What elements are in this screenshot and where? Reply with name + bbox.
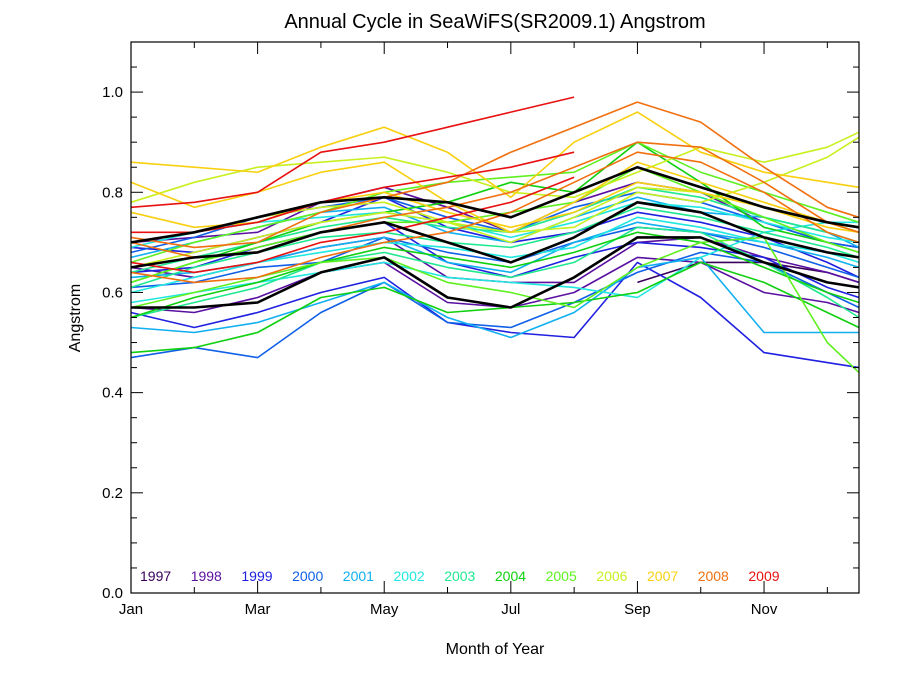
legend-entry-1999: 1999 [241, 568, 272, 584]
y-tick-label: 0.8 [102, 184, 123, 201]
legend-entry-2007: 2007 [647, 568, 678, 584]
x-tick-label: Sep [624, 601, 651, 618]
legend-entry-1997: 1997 [140, 568, 171, 584]
legend-entry-2000: 2000 [292, 568, 323, 584]
y-tick-label: 0.2 [102, 485, 123, 502]
series-line-2009-3 [130, 176, 575, 274]
legend-entry-2008: 2008 [698, 568, 729, 584]
series-line-mean-3 [131, 236, 860, 309]
x-tick-label: Jan [119, 601, 143, 618]
legend: 1997 1998 1999 2000 2001 2002 2003 2004 2005 2006… [140, 568, 780, 584]
legend-entry-2006: 2006 [596, 568, 627, 584]
x-tick-label: Nov [751, 601, 778, 618]
series-line-2008-3 [130, 151, 860, 284]
y-tick-label: 0.6 [102, 284, 123, 301]
y-tick-label: 0.0 [102, 585, 123, 602]
legend-entry-2004: 2004 [495, 568, 526, 584]
plot-frame [130, 41, 860, 594]
series-line-2009-1 [130, 96, 575, 209]
series-layer [130, 96, 860, 374]
series-line-2004-1 [130, 261, 860, 354]
legend-entry-2009: 2009 [748, 568, 779, 584]
legend-entry-2001: 2001 [343, 568, 374, 584]
x-tick-label: Mar [245, 601, 271, 618]
series-line-mean-2 [130, 201, 860, 269]
series-line-2007-1 [130, 111, 860, 199]
series-line-2008-1 [130, 101, 860, 249]
x-tick-label: May [370, 601, 399, 618]
chart-title: Annual Cycle in SeaWiFS(SR2009.1) Angstr… [284, 11, 705, 33]
series-line-2004-2 [130, 231, 860, 319]
legend-entry-2003: 2003 [444, 568, 475, 584]
y-tick-label: 1.0 [102, 84, 123, 101]
legend-entry-2005: 2005 [546, 568, 577, 584]
x-axis-label: Month of Year [446, 641, 545, 658]
series-line-1999-1 [130, 261, 860, 369]
legend-entry-2002: 2002 [394, 568, 425, 584]
axes-layer: 0.0 0.2 0.4 0.6 0.8 1.0 Jan Mar May Jul Sep Nov [102, 41, 860, 618]
legend-entry-1998: 1998 [191, 568, 222, 584]
y-axis-label: Angstrom [67, 284, 84, 352]
series-line-2001-1 [130, 256, 859, 339]
series-line-mean-1 [130, 165, 860, 244]
y-tick-label: 0.4 [102, 385, 123, 402]
x-tick-label: Jul [501, 601, 520, 618]
